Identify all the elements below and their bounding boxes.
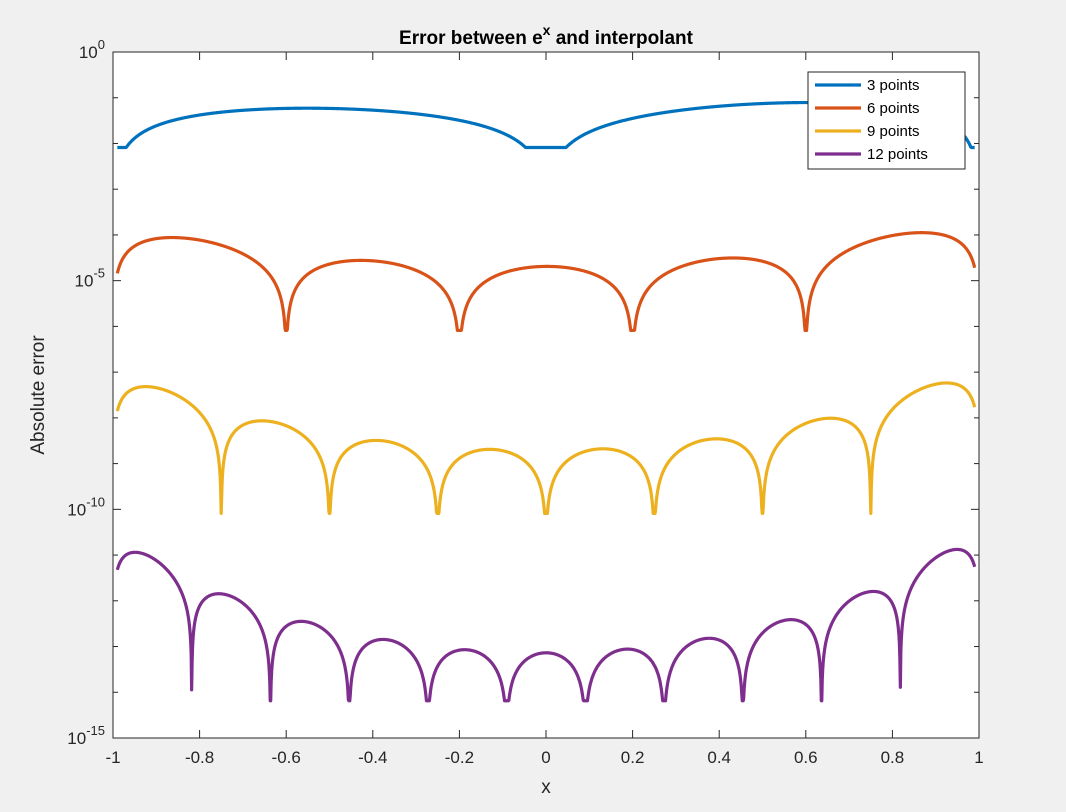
x-tick-label: 0.8 xyxy=(881,748,905,767)
y-tick-label: 100 xyxy=(79,37,105,62)
x-tick-label: 0.2 xyxy=(621,748,645,767)
x-tick-label: -0.2 xyxy=(445,748,474,767)
chart-title: Error between ex and interpolant xyxy=(399,22,694,49)
series-line-9-points xyxy=(115,381,977,515)
y-tick-label: 10-5 xyxy=(75,266,105,291)
x-ticks: -1 -0.8 -0.6 -0.4 -0.2 0 0.2 0.4 0.6 0.8 1 xyxy=(105,52,984,767)
x-tick-label: 0.4 xyxy=(707,748,731,767)
y-tick-label: 10-10 xyxy=(67,494,105,519)
legend-label: 9 points xyxy=(867,123,920,140)
series-line-6-points xyxy=(115,231,977,333)
y-axis-label: Absolute error xyxy=(28,335,49,455)
legend-label: 6 points xyxy=(867,100,920,117)
x-tick-label: 1 xyxy=(974,748,983,767)
x-tick-label: 0 xyxy=(541,748,550,767)
y-ticks: 100 10-5 10-10 10-15 xyxy=(67,37,979,748)
series-line-12-points xyxy=(115,547,977,703)
x-axis-label: x xyxy=(541,777,551,798)
x-tick-label: -1 xyxy=(105,748,120,767)
y-tick-label: 10-15 xyxy=(67,723,105,748)
legend-label: 12 points xyxy=(867,146,928,163)
x-tick-label: -0.6 xyxy=(272,748,301,767)
legend-label: 3 points xyxy=(867,77,920,94)
x-tick-label: 0.6 xyxy=(794,748,818,767)
x-tick-label: -0.8 xyxy=(185,748,214,767)
x-tick-label: -0.4 xyxy=(358,748,387,767)
legend: 3 points 6 points 9 points 12 points xyxy=(807,71,966,170)
